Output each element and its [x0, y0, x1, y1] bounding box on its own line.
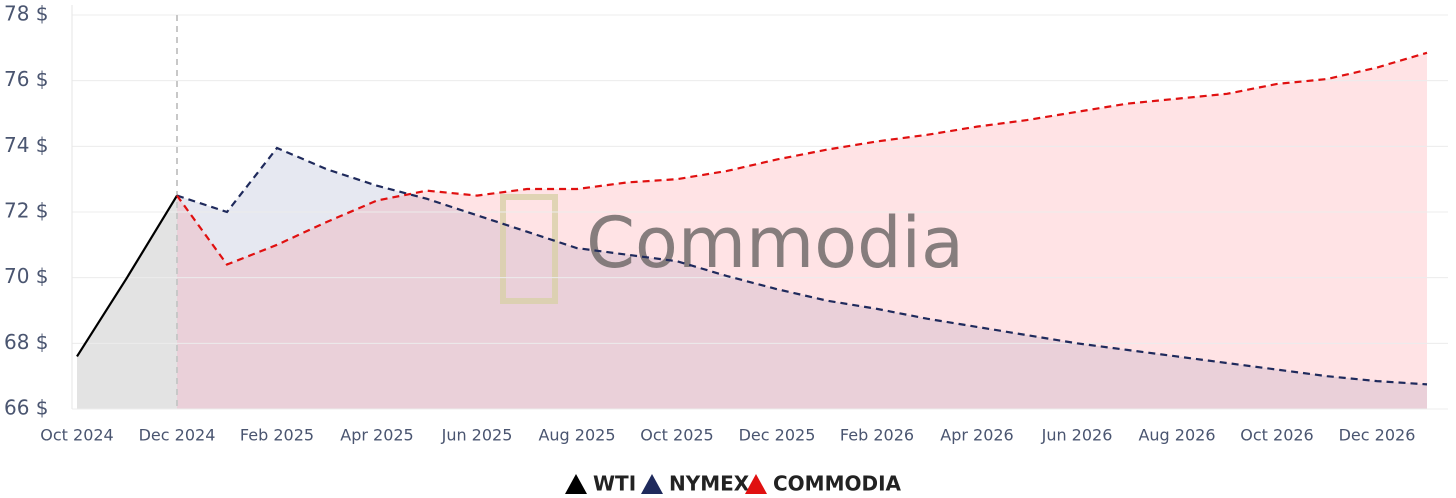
- x-tick-label: Jun 2025: [441, 426, 513, 445]
- x-tick-label: Dec 2024: [139, 426, 216, 445]
- x-tick-label: Feb 2025: [240, 426, 314, 445]
- x-tick-label: Oct 2024: [40, 426, 113, 445]
- legend-item[interactable]: COMMODIA: [745, 472, 902, 496]
- y-tick-label: 78 $: [4, 2, 49, 26]
- x-tick-label: Dec 2026: [1339, 426, 1416, 445]
- y-tick-label: 76 $: [4, 67, 49, 91]
- area: [77, 195, 177, 409]
- x-tick-label: Apr 2025: [340, 426, 413, 445]
- area: [177, 52, 1427, 410]
- y-tick-label: 68 $: [4, 330, 49, 354]
- x-tick-label: Oct 2025: [640, 426, 713, 445]
- legend-label: WTI: [593, 472, 636, 496]
- y-tick-label: 66 $: [4, 396, 49, 420]
- legend-item[interactable]: WTI: [565, 472, 636, 496]
- x-tick-label: Aug 2025: [538, 426, 615, 445]
- legend-marker: [641, 474, 663, 494]
- y-tick-label: 72 $: [4, 199, 49, 223]
- watermark-icon: [500, 194, 558, 304]
- x-tick-label: Jun 2026: [1041, 426, 1113, 445]
- x-tick-label: Feb 2026: [840, 426, 914, 445]
- legend-marker: [745, 474, 767, 494]
- legend-item[interactable]: NYMEX: [641, 472, 750, 496]
- x-tick-label: Apr 2026: [940, 426, 1013, 445]
- x-tick-label: Oct 2026: [1240, 426, 1313, 445]
- legend-label: NYMEX: [669, 472, 750, 496]
- y-tick-label: 74 $: [4, 133, 49, 157]
- series-line: [76, 195, 178, 358]
- y-tick-label: 70 $: [4, 264, 49, 288]
- x-tick-label: Dec 2025: [739, 426, 816, 445]
- legend-label: COMMODIA: [773, 472, 902, 496]
- series-line: [176, 51, 1428, 266]
- legend-marker: [565, 474, 587, 494]
- watermark: Commodia: [586, 202, 964, 284]
- x-tick-label: Aug 2026: [1138, 426, 1215, 445]
